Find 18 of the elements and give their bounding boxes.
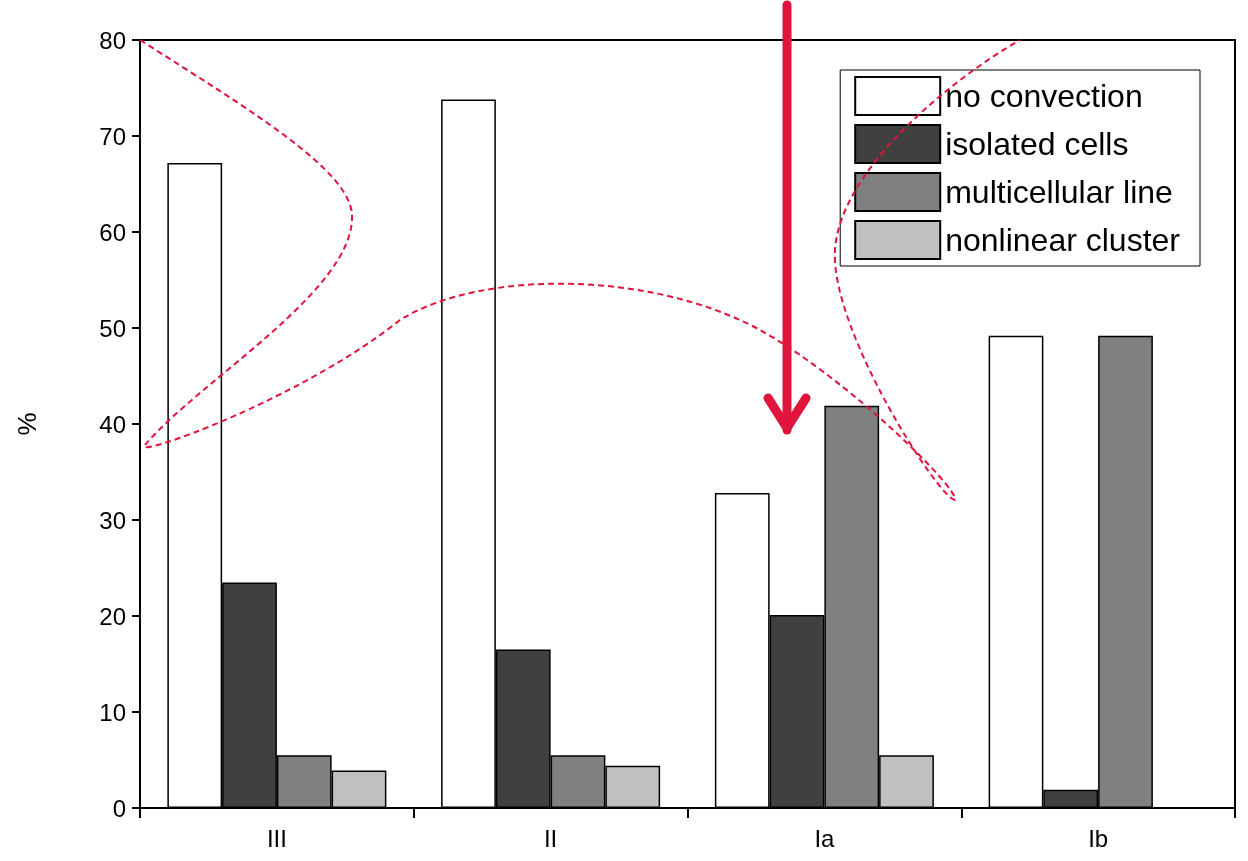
y-tick-label: 20 — [99, 602, 126, 630]
y-tick-label: 50 — [99, 314, 126, 342]
x-tick-label: Ia — [814, 824, 836, 852]
y-tick-label: 10 — [99, 698, 126, 726]
x-tick-label: II — [543, 824, 558, 852]
legend-label: multicellular line — [945, 174, 1173, 210]
y-tick-label: 40 — [99, 410, 126, 438]
y-axis-title: % — [12, 412, 42, 436]
x-tick-label: Ib — [1088, 824, 1109, 852]
y-tick-label: 80 — [99, 26, 126, 54]
y-tick-label: 30 — [99, 506, 126, 534]
x-tick-label: III — [266, 824, 287, 852]
legend-label: no convection — [945, 78, 1143, 114]
y-tick-label: 60 — [99, 218, 126, 246]
y-tick-label: 0 — [112, 794, 126, 822]
legend-label: isolated cells — [945, 126, 1129, 162]
y-tick-label: 70 — [99, 122, 126, 150]
legend-label: nonlinear cluster — [945, 222, 1181, 258]
